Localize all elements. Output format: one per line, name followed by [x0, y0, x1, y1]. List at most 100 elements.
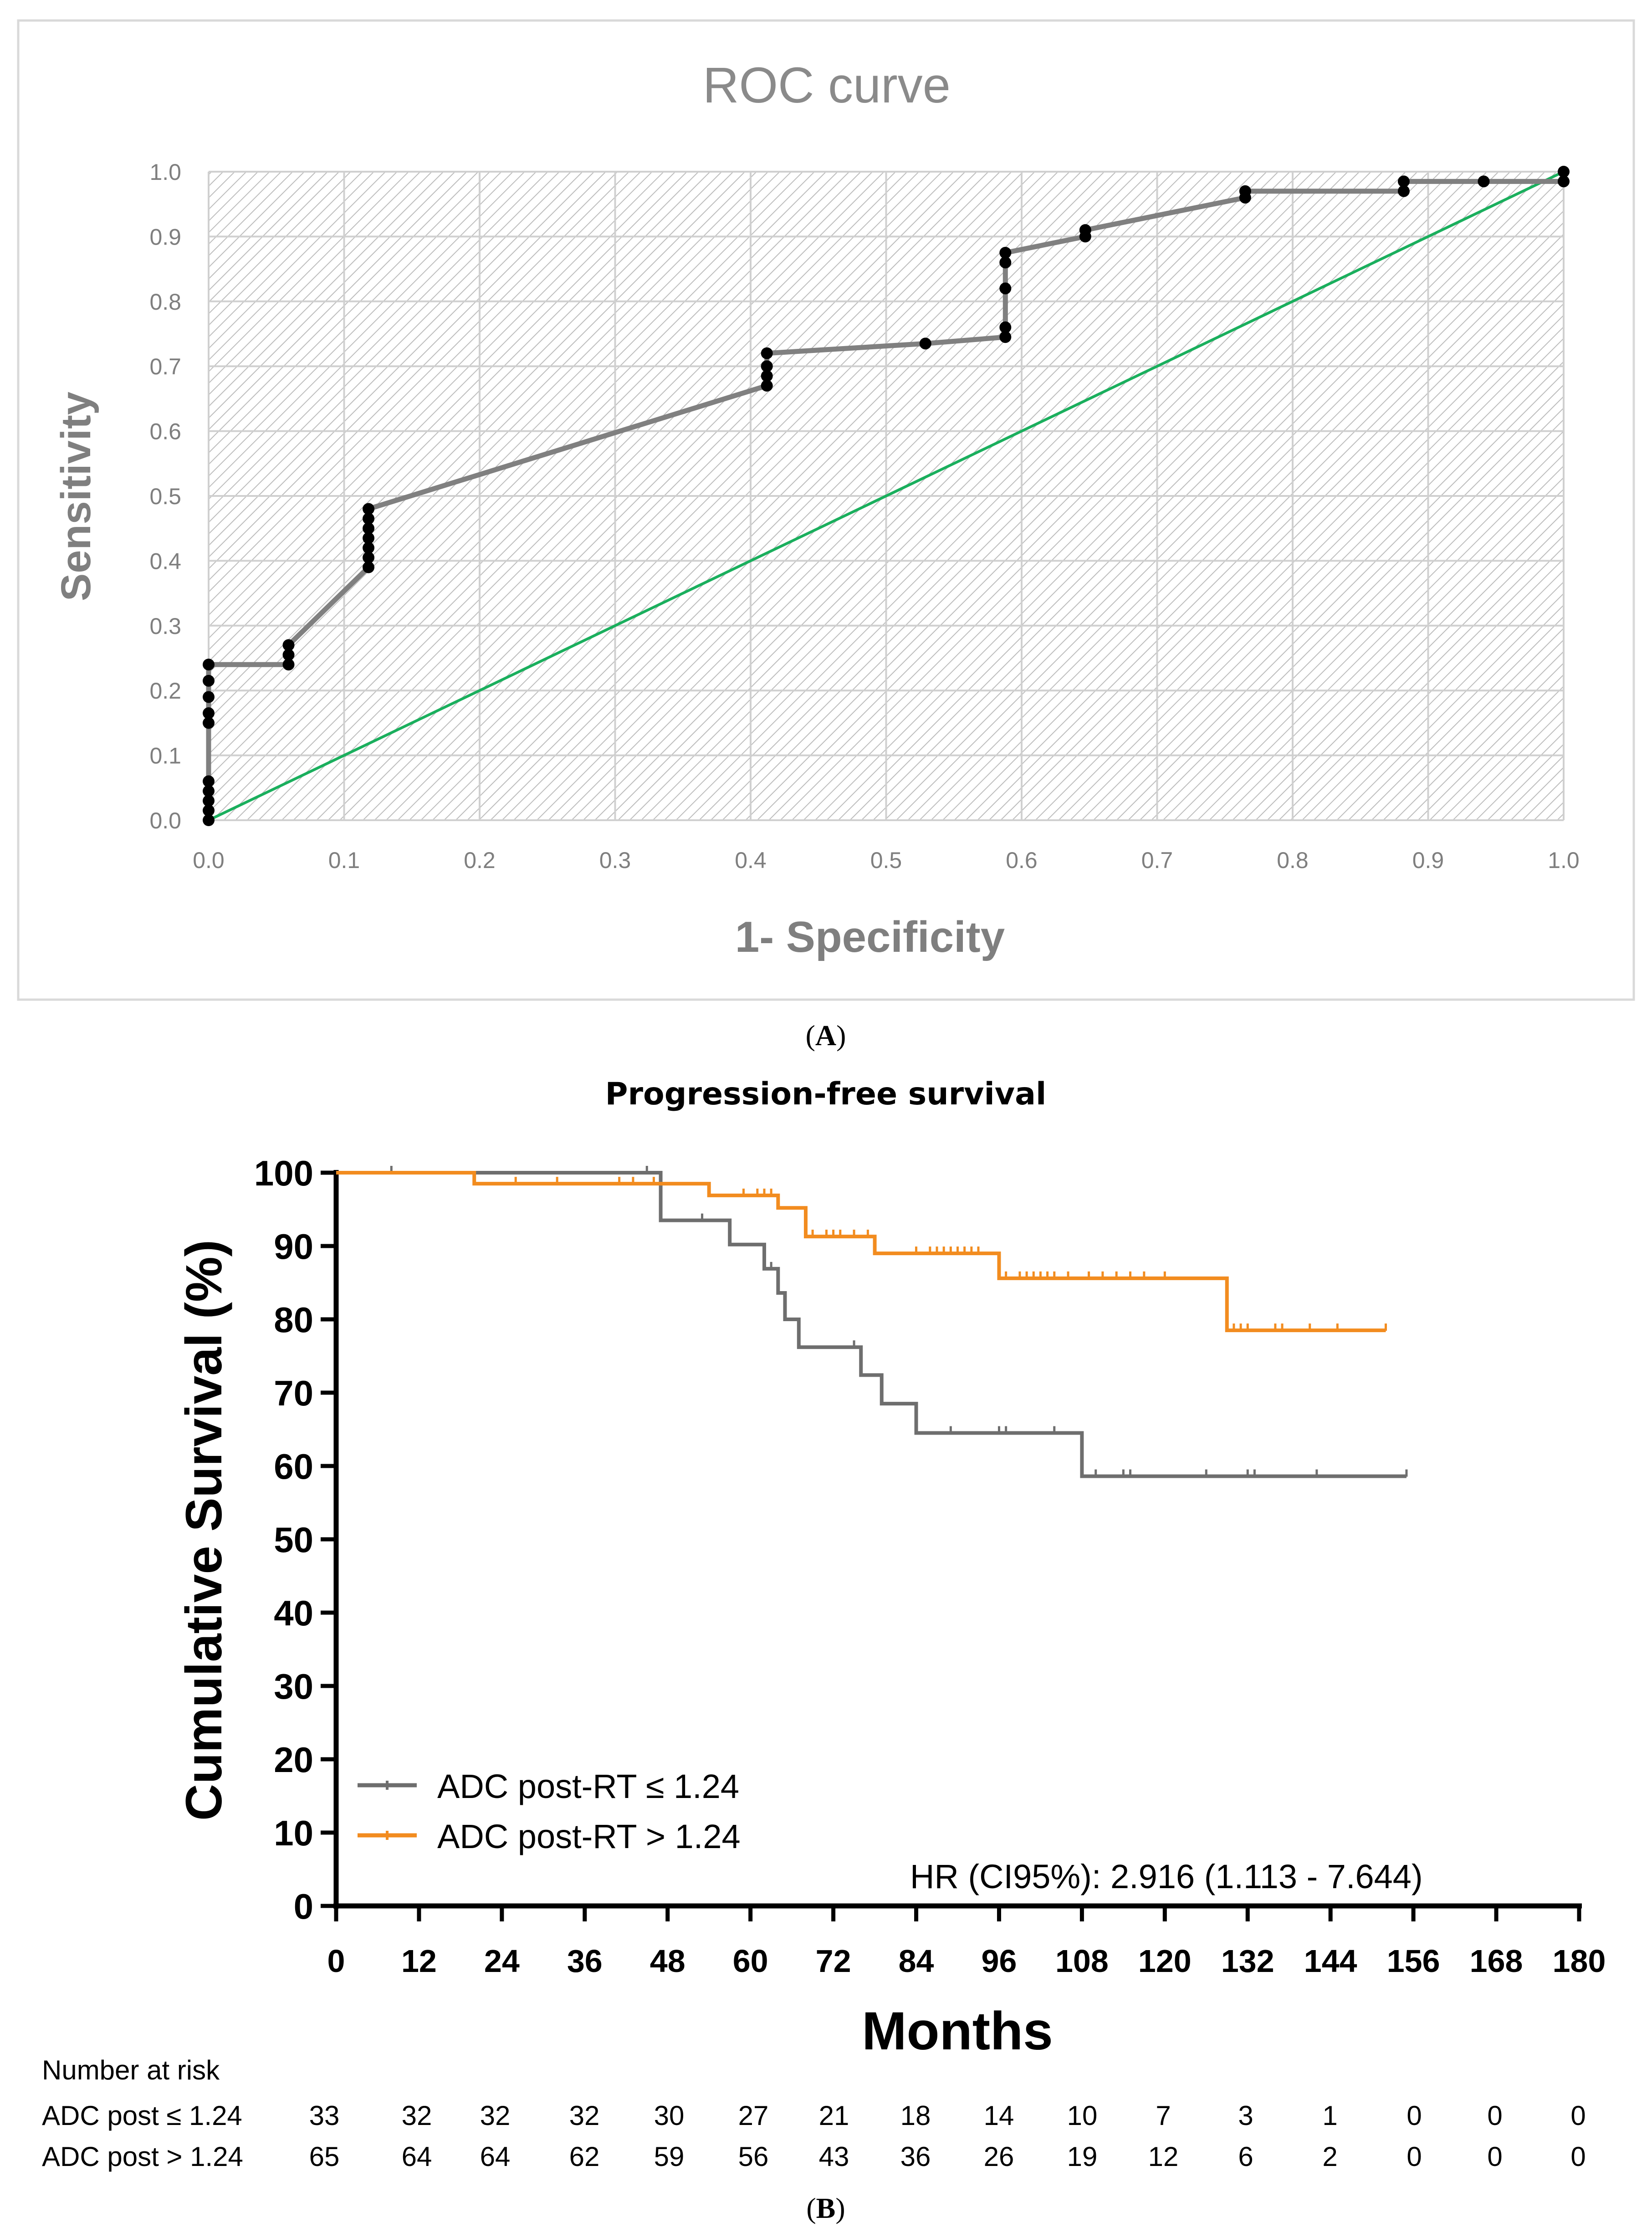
- roc-point: [999, 321, 1012, 333]
- roc-gridlines: [208, 171, 1565, 821]
- roc-point: [363, 522, 375, 535]
- roc-x-tick-label: 0.3: [599, 848, 631, 873]
- panel-a: ROC curve 0.0 0.1 0.2 0.3 0.4 0.5 0.6 0.7 0.8 0.9…: [17, 19, 1635, 1001]
- roc-x-tick-label: 0.7: [1141, 848, 1173, 873]
- risk-value: 26: [984, 2141, 1014, 2172]
- roc-point: [1478, 175, 1490, 188]
- roc-point: [363, 503, 375, 515]
- roc-point: [1558, 175, 1570, 188]
- roc-x-axis-label: 1- Specificity: [735, 913, 1005, 961]
- risk-value: 10: [1067, 2100, 1098, 2131]
- risk-value: 0: [1570, 2141, 1586, 2172]
- legend-label-low: ADC post-RT ≤ 1.24: [437, 1767, 739, 1805]
- km-x-tick-label: 144: [1304, 1943, 1357, 1979]
- km-curve-low: [336, 1171, 1407, 1478]
- roc-x-tick-labels: 0.0 0.1 0.2 0.3 0.4 0.5 0.6 0.7 0.8 0.9 1.0: [193, 848, 1580, 873]
- roc-point: [203, 795, 215, 807]
- roc-y-tick-label: 0.9: [149, 224, 181, 250]
- legend-label-high: ADC post-RT > 1.24: [437, 1818, 741, 1855]
- km-y-tick-label: 10: [274, 1813, 313, 1853]
- roc-point: [203, 707, 215, 720]
- km-x-tick-label: 108: [1055, 1943, 1109, 1979]
- risk-value: 65: [309, 2141, 340, 2172]
- risk-value: 0: [1487, 2100, 1502, 2131]
- panel-a-caption-open: (: [806, 1019, 815, 1052]
- roc-point: [999, 331, 1012, 343]
- roc-point: [363, 561, 375, 573]
- roc-y-tick-label: 0.2: [149, 678, 181, 704]
- roc-point: [999, 282, 1012, 295]
- roc-x-tick-label: 0.6: [1006, 848, 1038, 873]
- roc-x-tick-label: 0.0: [193, 848, 225, 873]
- km-y-tick-label: 30: [274, 1666, 313, 1706]
- roc-x-tick-label: 0.5: [870, 848, 902, 873]
- roc-point: [761, 370, 773, 382]
- risk-value: 21: [819, 2100, 849, 2131]
- roc-y-tick-label: 0.3: [149, 613, 181, 639]
- panel-b-caption-open: (: [806, 2192, 816, 2224]
- risk-value: 19: [1067, 2141, 1098, 2172]
- risk-value: 2: [1322, 2141, 1337, 2172]
- risk-value: 32: [569, 2100, 600, 2131]
- risk-value: 64: [402, 2141, 432, 2172]
- roc-x-tick-label: 0.2: [464, 848, 496, 873]
- roc-series: [203, 166, 1570, 826]
- roc-point: [761, 347, 773, 359]
- roc-point: [203, 674, 215, 687]
- roc-point: [761, 360, 773, 373]
- km-x-tick-label: 72: [816, 1943, 851, 1979]
- risk-value: 0: [1570, 2100, 1586, 2131]
- risk-value: 0: [1407, 2141, 1422, 2172]
- roc-point: [282, 659, 295, 671]
- km-x-tick-label: 48: [650, 1943, 685, 1979]
- roc-y-tick-labels: 0.0 0.1 0.2 0.3 0.4 0.5 0.6 0.7 0.8 0.9 1.0: [149, 159, 181, 833]
- km-x-tick-label: 12: [401, 1943, 437, 1979]
- risk-value: 30: [654, 2100, 685, 2131]
- risk-value: 18: [900, 2100, 931, 2131]
- km-x-tick-label: 0: [327, 1943, 345, 1979]
- roc-point: [919, 337, 931, 350]
- panel-b-caption: (B): [806, 2192, 845, 2224]
- risk-value: 32: [480, 2100, 511, 2131]
- roc-x-tick-label: 0.1: [328, 848, 360, 873]
- roc-y-tick-label: 0.5: [149, 484, 181, 509]
- km-x-tick-label: 36: [567, 1943, 603, 1979]
- hazard-ratio-text: HR (CI95%): 2.916 (1.113 - 7.644): [910, 1858, 1423, 1895]
- risk-value: 64: [480, 2141, 511, 2172]
- roc-point: [282, 649, 295, 661]
- roc-point: [1079, 224, 1091, 236]
- km-y-tick-label: 90: [274, 1226, 313, 1267]
- panel-b: Progression-free survival 01020304050607…: [42, 1076, 1606, 2172]
- risk-value: 27: [738, 2100, 769, 2131]
- roc-point: [363, 512, 375, 525]
- roc-point: [999, 256, 1012, 269]
- roc-y-tick-label: 0.4: [149, 548, 181, 574]
- roc-point: [282, 639, 295, 651]
- risk-table-title: Number at risk: [42, 2055, 220, 2085]
- km-y-tick-label: 0: [294, 1886, 313, 1926]
- roc-y-axis-label: Sensitivity: [53, 392, 99, 601]
- km-x-tick-label: 168: [1470, 1943, 1523, 1979]
- roc-point: [761, 379, 773, 392]
- risk-value: 43: [819, 2141, 849, 2172]
- km-y-tick-label: 50: [274, 1520, 313, 1560]
- km-legend: ADC post-RT ≤ 1.24 ADC post-RT > 1.24: [358, 1767, 741, 1855]
- roc-point: [1239, 185, 1251, 197]
- km-y-tick-label: 80: [274, 1300, 313, 1340]
- risk-value: 6: [1238, 2141, 1253, 2172]
- km-x-tick-label: 96: [982, 1943, 1017, 1979]
- km-curve-high: [336, 1171, 1386, 1333]
- roc-point: [203, 804, 215, 817]
- risk-value: 56: [738, 2141, 769, 2172]
- roc-reference-line: [208, 170, 1565, 822]
- risk-value: 12: [1148, 2141, 1179, 2172]
- roc-point: [203, 785, 215, 797]
- roc-point: [363, 552, 375, 564]
- roc-y-tick-label: 0.8: [149, 289, 181, 315]
- roc-point: [999, 247, 1012, 259]
- roc-point: [1558, 166, 1570, 178]
- km-series: [336, 1166, 1408, 1478]
- km-y-tick-label: 40: [274, 1593, 313, 1633]
- roc-point: [203, 814, 215, 826]
